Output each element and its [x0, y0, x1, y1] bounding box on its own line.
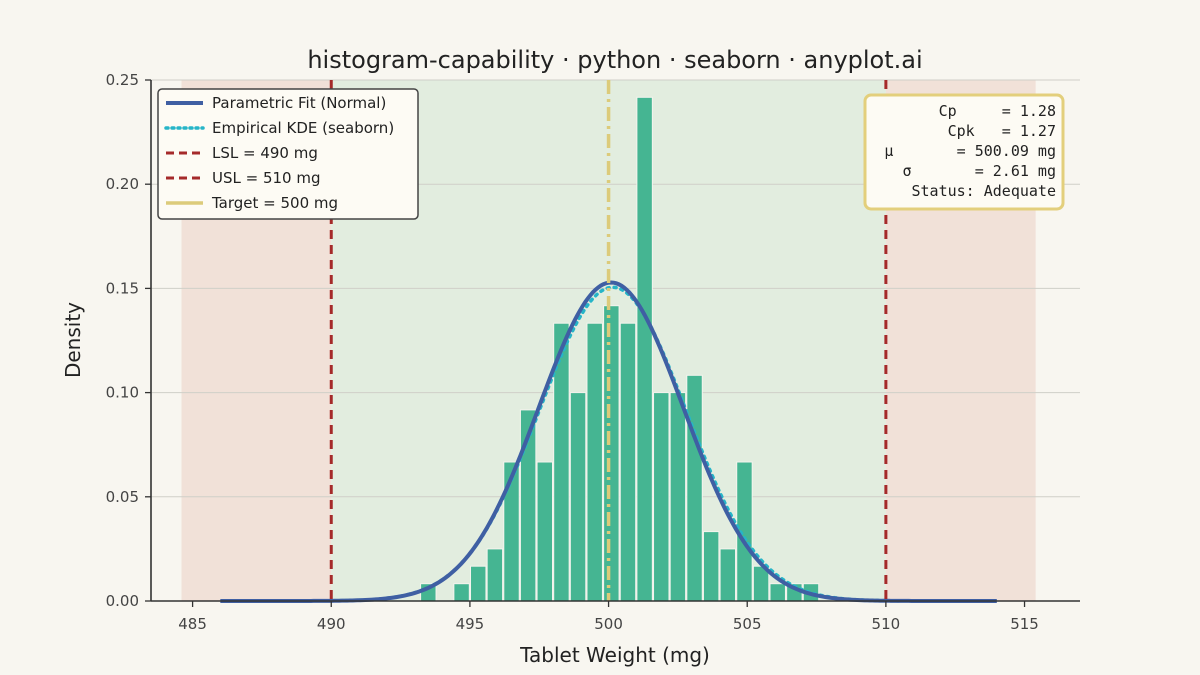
- histogram-bar: [636, 96, 653, 602]
- histogram-bar: [719, 548, 737, 602]
- y-tick-label: 0.05: [106, 488, 139, 506]
- legend-label-kde: Empirical KDE (seaborn): [212, 119, 394, 137]
- histogram-bar: [603, 305, 620, 602]
- x-tick-label: 505: [733, 615, 762, 633]
- y-tick-label: 0.15: [106, 279, 139, 297]
- y-tick-label: 0.20: [106, 175, 139, 193]
- chart-title: histogram-capability · python · seaborn …: [307, 46, 922, 74]
- histogram-bar: [619, 322, 637, 602]
- histogram-bar: [503, 461, 520, 602]
- histogram-bar: [486, 548, 504, 602]
- stats-sigma: σ = 2.61 mg: [902, 162, 1056, 180]
- histogram-bar: [586, 322, 603, 602]
- histogram-bars: [420, 96, 820, 602]
- legend-label-lsl: LSL = 490 mg: [212, 144, 318, 162]
- kde-curve: [329, 285, 902, 603]
- histogram-bar: [769, 583, 786, 602]
- histogram-bar: [669, 392, 687, 602]
- histogram-bar: [653, 392, 670, 602]
- histogram-bar: [569, 392, 587, 602]
- legend-label-usl: USL = 510 mg: [212, 169, 321, 187]
- histogram-bar: [453, 583, 470, 602]
- x-tick-label: 500: [594, 615, 623, 633]
- stats-box-frame: [863, 93, 1065, 211]
- stats-status: Status: Adequate: [912, 182, 1057, 200]
- spec-limit-lines: [329, 80, 888, 601]
- x-axis-label: Tablet Weight (mg): [519, 643, 710, 667]
- y-tick-label: 0.00: [106, 592, 139, 610]
- stats-cp: Cp = 1.28: [939, 102, 1056, 120]
- y-tick-label: 0.10: [106, 384, 139, 402]
- stats-mean: μ = 500.09 mg: [884, 142, 1056, 160]
- stats-cpk: Cpk = 1.27: [948, 122, 1056, 140]
- legend: Parametric Fit (Normal) Empirical KDE (s…: [157, 88, 419, 220]
- capability-stats-box: Cp = 1.28 Cpk = 1.27 μ = 500.09 mg σ = 2…: [863, 93, 1065, 211]
- histogram-bar: [536, 461, 554, 602]
- x-tick-label: 485: [178, 615, 207, 633]
- y-tick-label: 0.25: [106, 71, 139, 89]
- histogram-bar: [702, 531, 720, 602]
- legend-label-normal-fit: Parametric Fit (Normal): [212, 94, 386, 112]
- x-tick-label: 510: [872, 615, 901, 633]
- x-tick-label: 515: [1010, 615, 1039, 633]
- legend-label-target: Target = 500 mg: [211, 194, 338, 212]
- x-tick-label: 495: [456, 615, 485, 633]
- legend-box: [157, 88, 419, 220]
- x-tick-label: 490: [317, 615, 346, 633]
- histogram-bar: [470, 565, 487, 602]
- histogram-bar: [686, 374, 703, 602]
- axes-layer: 485 490 495 500 505 510 515 0.00 0.05 0.10 0.15 0.2…: [106, 71, 1080, 633]
- y-axis-label: Density: [61, 302, 85, 378]
